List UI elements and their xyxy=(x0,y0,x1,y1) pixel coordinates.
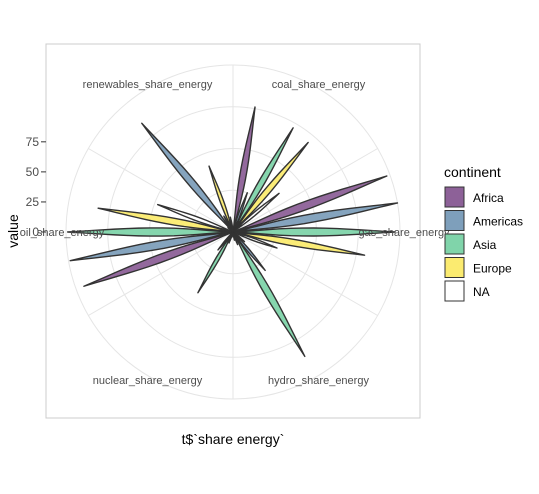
legend-title: continent xyxy=(444,164,501,180)
violin-europe-gas_share_energy xyxy=(232,231,366,256)
category-label: renewables_share_energy xyxy=(83,79,213,91)
y-tick-label: 50 xyxy=(26,165,40,179)
y-tick-label: 75 xyxy=(26,135,40,149)
x-axis-title: t$`share energy` xyxy=(182,431,285,447)
legend: continent Africa Americas Asia Europe NA xyxy=(444,164,523,302)
category-label: coal_share_energy xyxy=(272,79,366,91)
category-labels: coal_share_energy gas_share_energy hydro_s… xyxy=(20,79,450,387)
violin-americas-oil_share_energy xyxy=(69,231,234,262)
violin-layer xyxy=(66,106,399,358)
violin-asia-oil_share_energy xyxy=(66,227,234,237)
violin-africa-oil_share_energy xyxy=(83,231,234,287)
violin-americas-renewables_share_energy xyxy=(141,122,234,233)
legend-label: Asia xyxy=(473,238,497,252)
legend-swatch xyxy=(444,280,465,302)
violin-asia-hydro_share_energy xyxy=(232,231,306,358)
violin-na-coal_share_energy xyxy=(232,192,280,233)
category-label: nuclear_share_energy xyxy=(93,375,203,387)
y-axis-title: value xyxy=(5,214,21,248)
y-tick-label: 0 xyxy=(32,225,39,239)
violin-europe-coal_share_energy xyxy=(232,141,309,233)
y-tick-label: 25 xyxy=(26,195,40,209)
category-label: gas_share_energy xyxy=(358,227,450,239)
violin-asia-coal_share_energy xyxy=(232,127,294,233)
violin-europe-renewables_share_energy xyxy=(208,165,234,233)
legend-swatch xyxy=(444,257,465,278)
violin-americas-hydro_share_energy xyxy=(232,231,266,272)
grid-spoke xyxy=(232,231,378,316)
violin-na-renewables_share_energy xyxy=(229,216,234,233)
legend-label: Americas xyxy=(473,215,523,229)
violin-africa-gas_share_energy xyxy=(232,175,388,233)
violin-asia-gas_share_energy xyxy=(232,227,396,237)
violin-europe-nuclear_share_energy xyxy=(217,231,234,251)
legend-swatch xyxy=(444,233,465,255)
violin-africa-coal_share_energy xyxy=(232,106,256,233)
violin-na-gas_share_energy xyxy=(232,231,278,249)
violin-na-oil_share_energy xyxy=(156,203,234,233)
legend-label: Europe xyxy=(473,262,512,276)
polar-grid xyxy=(65,64,401,400)
grid-spoke xyxy=(88,231,234,316)
grid-spoke xyxy=(232,148,378,233)
y-axis-ticks: 0 25 50 75 xyxy=(26,135,46,239)
legend-swatch xyxy=(444,186,465,208)
category-label: oil_share_energy xyxy=(20,227,105,239)
category-label: hydro_share_energy xyxy=(268,375,369,387)
violin-americas-gas_share_energy xyxy=(232,202,399,233)
legend-swatch xyxy=(444,210,465,231)
violin-europe-oil_share_energy xyxy=(97,207,234,233)
legend-label: Africa xyxy=(473,191,504,205)
grid-spoke xyxy=(88,148,234,233)
violin-asia-nuclear_share_energy xyxy=(197,231,234,294)
legend-label: NA xyxy=(473,285,490,299)
